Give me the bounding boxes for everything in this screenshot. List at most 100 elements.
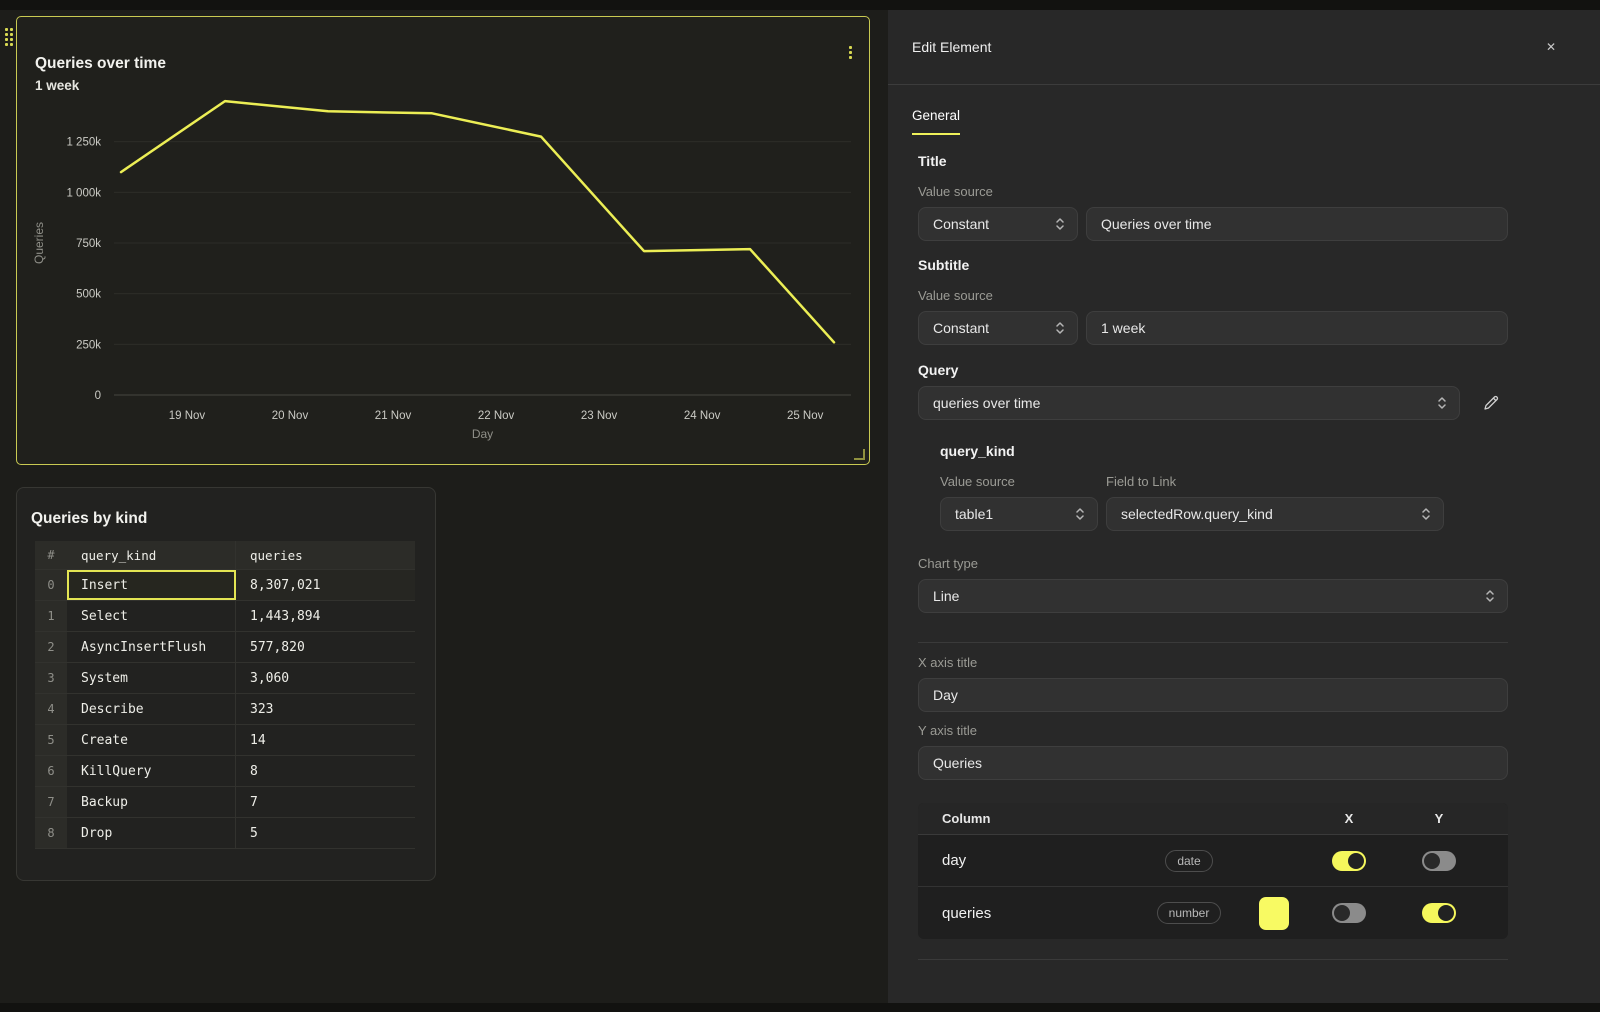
queries-cell[interactable]: 8 bbox=[250, 763, 258, 779]
qk-source-select[interactable]: table1 bbox=[940, 497, 1098, 531]
queries-cell[interactable]: 8,307,021 bbox=[250, 577, 321, 593]
svg-text:24 Nov: 24 Nov bbox=[684, 410, 721, 422]
table-row[interactable]: 0 Insert 8,307,021 bbox=[35, 570, 415, 601]
queries-cell[interactable]: 1,443,894 bbox=[250, 608, 321, 624]
qk-field-label: Field to Link bbox=[1106, 474, 1177, 489]
queries-cell[interactable]: 7 bbox=[250, 794, 258, 810]
svg-text:1 000k: 1 000k bbox=[66, 187, 101, 199]
column-name: queries bbox=[942, 904, 992, 922]
query-kind-cell[interactable]: Select bbox=[67, 601, 236, 631]
queries-cell[interactable]: 3,060 bbox=[250, 670, 290, 686]
panel-title: Edit Element bbox=[912, 39, 992, 55]
subtitle-text-input[interactable]: 1 week bbox=[1086, 311, 1508, 345]
column-header-label: Column bbox=[942, 811, 991, 826]
edit-query-button[interactable] bbox=[1482, 386, 1504, 420]
qk-field-select[interactable]: selectedRow.query_kind bbox=[1106, 497, 1444, 531]
queries-cell[interactable]: 14 bbox=[250, 732, 266, 748]
title-source-select[interactable]: Constant bbox=[918, 207, 1078, 241]
query-kind-cell[interactable]: Insert bbox=[67, 570, 236, 600]
svg-text:250k: 250k bbox=[76, 339, 101, 351]
x-axis-title-value: Day bbox=[933, 687, 958, 703]
query-kind-cell[interactable]: System bbox=[67, 663, 236, 693]
table-panel[interactable]: Queries by kind # query_kind queries 0 Inse… bbox=[16, 487, 436, 881]
table-row[interactable]: 5 Create 14 bbox=[35, 725, 415, 756]
bottom-strip bbox=[0, 1003, 1600, 1012]
subtitle-section-heading: Subtitle bbox=[918, 257, 970, 273]
row-index-cell: 0 bbox=[35, 570, 67, 600]
table-row[interactable]: 7 Backup 7 bbox=[35, 787, 415, 818]
query-section-heading: Query bbox=[918, 362, 959, 378]
query-kind-block: query_kind Value source Field to Link ta… bbox=[940, 443, 1508, 531]
queries-cell[interactable]: 577,820 bbox=[250, 639, 305, 655]
chart-panel[interactable]: Queries over time 1 week 0 250k 500k 750k 1 … bbox=[16, 16, 870, 465]
drag-handle-icon[interactable] bbox=[5, 28, 14, 46]
y-toggle[interactable] bbox=[1422, 850, 1456, 871]
row-index-cell: 6 bbox=[35, 756, 67, 786]
header-index: # bbox=[47, 548, 55, 562]
color-swatch[interactable] bbox=[1259, 896, 1289, 930]
close-icon[interactable]: ✕ bbox=[1545, 40, 1556, 54]
subtitle-source-value: Constant bbox=[933, 320, 990, 336]
svg-text:1 250k: 1 250k bbox=[66, 137, 101, 149]
svg-text:500k: 500k bbox=[76, 289, 101, 301]
column-name: day bbox=[942, 852, 967, 869]
row-index-cell: 1 bbox=[35, 601, 67, 631]
y-toggle[interactable] bbox=[1422, 903, 1456, 923]
gridlines bbox=[114, 141, 851, 396]
header-query-kind: query_kind bbox=[67, 541, 236, 569]
x-toggle[interactable] bbox=[1332, 903, 1366, 923]
table-title: Queries by kind bbox=[31, 510, 148, 527]
query-select[interactable]: queries over time bbox=[918, 386, 1460, 420]
toggle-knob bbox=[1424, 852, 1440, 869]
table-row[interactable]: 8 Drop 5 bbox=[35, 818, 415, 849]
row-index-cell: 4 bbox=[35, 694, 67, 724]
x-axis-title-input[interactable]: Day bbox=[918, 678, 1508, 712]
x-toggle[interactable] bbox=[1332, 850, 1366, 871]
title-text-value: Queries over time bbox=[1101, 216, 1212, 232]
query-kind-cell[interactable]: Backup bbox=[67, 787, 236, 817]
qk-value-source-label: Value source bbox=[940, 474, 1015, 489]
columns-table-body: day date queries number bbox=[918, 835, 1508, 939]
query-kind-cell[interactable]: AsyncInsertFlush bbox=[67, 632, 236, 662]
resize-handle-icon[interactable] bbox=[854, 449, 865, 460]
table-row[interactable]: 4 Describe 323 bbox=[35, 694, 415, 725]
table-row[interactable]: 2 AsyncInsertFlush 577,820 bbox=[35, 632, 415, 663]
top-strip bbox=[0, 0, 1600, 10]
svg-text:19 Nov: 19 Nov bbox=[169, 410, 206, 422]
query-kind-cell[interactable]: Create bbox=[67, 725, 236, 755]
divider bbox=[918, 959, 1508, 960]
y-axis-title-input[interactable]: Queries bbox=[918, 746, 1508, 780]
title-text-input[interactable]: Queries over time bbox=[1086, 207, 1508, 241]
queries-cell[interactable]: 323 bbox=[250, 701, 274, 717]
table-row[interactable]: 1 Select 1,443,894 bbox=[35, 601, 415, 632]
toggle-knob bbox=[1438, 905, 1454, 921]
query-kind-cell[interactable]: KillQuery bbox=[67, 756, 236, 786]
toggle-knob bbox=[1334, 905, 1350, 921]
queries-by-kind-table: # query_kind queries 0 Insert 8,307,021 1 Sele… bbox=[35, 541, 415, 849]
table-header-row: # query_kind queries bbox=[35, 541, 415, 570]
row-index-cell: 5 bbox=[35, 725, 67, 755]
table-row[interactable]: 3 System 3,060 bbox=[35, 663, 415, 694]
query-kind-cell[interactable]: Describe bbox=[67, 694, 236, 724]
svg-text:20 Nov: 20 Nov bbox=[272, 410, 309, 422]
panel-content: Title Value source Constant Queries over… bbox=[918, 133, 1508, 960]
toggle-knob bbox=[1348, 852, 1364, 869]
chart-title: Queries over time bbox=[35, 55, 166, 72]
table-row[interactable]: 6 KillQuery 8 bbox=[35, 756, 415, 787]
line-chart: 0 250k 500k 750k 1 000k 1 250k 19 Nov 20 Nov 21 … bbox=[32, 99, 851, 441]
x-header-label: X bbox=[1344, 811, 1354, 826]
query-kind-cell[interactable]: Drop bbox=[67, 818, 236, 848]
tab-general[interactable]: General bbox=[912, 108, 961, 135]
column-type-badge: number bbox=[1156, 902, 1222, 924]
subtitle-source-select[interactable]: Constant bbox=[918, 311, 1078, 345]
subtitle-value-source-label: Value source bbox=[918, 288, 993, 303]
chart-type-select[interactable]: Line bbox=[918, 579, 1508, 613]
column-row: queries number bbox=[918, 887, 1508, 939]
qk-field-value: selectedRow.query_kind bbox=[1121, 506, 1273, 522]
axis-tick-labels: 0 250k 500k 750k 1 000k 1 250k 19 Nov 20 Nov 21 … bbox=[66, 137, 823, 422]
kebab-menu-icon[interactable] bbox=[843, 41, 857, 63]
queries-cell[interactable]: 5 bbox=[250, 825, 258, 841]
column-row: day date bbox=[918, 835, 1508, 887]
query-select-value: queries over time bbox=[933, 395, 1041, 411]
x-axis-title: Day bbox=[472, 427, 493, 441]
